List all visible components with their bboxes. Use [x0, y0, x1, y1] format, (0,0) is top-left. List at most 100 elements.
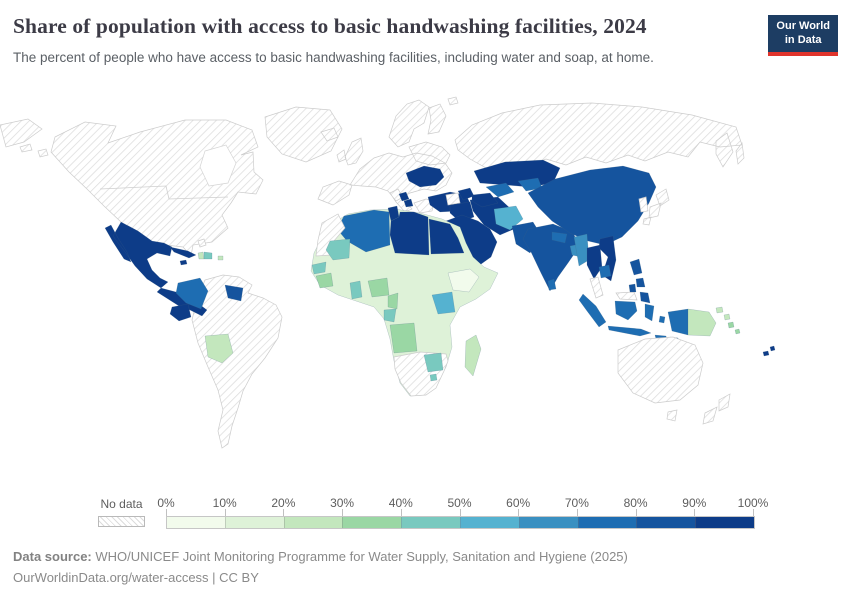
- legend-bucket[interactable]: [636, 517, 696, 528]
- legend-tick-mark: [694, 509, 696, 516]
- country-angola[interactable]: [389, 322, 418, 354]
- legend-bucket[interactable]: [401, 517, 460, 528]
- country-sri-lanka[interactable]: [547, 278, 557, 291]
- country-papua-new-guinea[interactable]: [687, 306, 731, 337]
- legend-tick-label: 80%: [623, 496, 648, 510]
- country-gabon[interactable]: [383, 308, 397, 323]
- country-afghanistan[interactable]: [493, 205, 524, 231]
- world-map[interactable]: [0, 95, 850, 490]
- legend-tick-label: 20%: [271, 496, 296, 510]
- country-indonesia[interactable]: [578, 293, 680, 343]
- country-ghana[interactable]: [349, 280, 363, 300]
- chart-footer: Data source: WHO/UNICEF Joint Monitoring…: [13, 546, 628, 589]
- country-zimbabwe[interactable]: [423, 352, 444, 373]
- data-source-text: WHO/UNICEF Joint Monitoring Programme fo…: [91, 549, 628, 564]
- country-philippines[interactable]: [628, 258, 651, 304]
- country-ukraine[interactable]: [405, 165, 445, 188]
- country-cameroon[interactable]: [387, 292, 399, 310]
- country-thailand[interactable]: [586, 244, 603, 280]
- legend-no-data-label: No data: [100, 497, 143, 511]
- legend-tick-label: 40%: [388, 496, 413, 510]
- owid-logo-line1: Our World: [776, 20, 830, 32]
- country-bahamas[interactable]: [197, 238, 207, 248]
- legend-tick-label: 50%: [447, 496, 472, 510]
- country-guyana-suriname[interactable]: [224, 284, 244, 302]
- legend-tick-mark: [518, 509, 520, 516]
- country-eswatini[interactable]: [429, 373, 438, 382]
- legend-tick-label: 30%: [330, 496, 355, 510]
- legend-bucket[interactable]: [283, 517, 343, 528]
- country-cuba[interactable]: [169, 246, 197, 259]
- country-mexico[interactable]: [104, 221, 173, 289]
- country-malaysia[interactable]: [589, 276, 638, 301]
- legend-bucket[interactable]: [577, 517, 637, 528]
- country-dominican-republic[interactable]: [203, 251, 213, 260]
- legend-bucket[interactable]: [459, 517, 519, 528]
- legend-bucket[interactable]: [342, 517, 402, 528]
- legend-tick-mark: [753, 509, 754, 516]
- legend-tick-label: 10%: [212, 496, 237, 510]
- page-title: Share of population with access to basic…: [13, 14, 647, 38]
- data-source-line: Data source: WHO/UNICEF Joint Monitoring…: [13, 546, 628, 567]
- country-russia[interactable]: [0, 102, 745, 170]
- attribution-line: OurWorldinData.org/water-access | CC BY: [13, 570, 259, 586]
- country-cambodia[interactable]: [598, 264, 612, 279]
- country-papua-indonesia[interactable]: [667, 308, 689, 336]
- country-jamaica[interactable]: [179, 259, 188, 266]
- country-senegal[interactable]: [311, 261, 327, 275]
- legend-tick-label: 0%: [157, 496, 175, 510]
- country-greenland[interactable]: [264, 106, 343, 163]
- country-haiti[interactable]: [197, 251, 205, 260]
- owid-logo-line2: in Data: [784, 33, 822, 46]
- country-vietnam-laos[interactable]: [598, 235, 617, 282]
- country-colombia[interactable]: [175, 277, 209, 310]
- legend-tick-mark: [224, 509, 226, 516]
- legend-tick-label: 100%: [737, 496, 769, 510]
- country-syria[interactable]: [445, 192, 461, 206]
- legend-bucket[interactable]: [518, 517, 578, 528]
- country-bolivia[interactable]: [204, 333, 234, 364]
- owid-logo[interactable]: Our World in Data: [768, 15, 838, 56]
- legend-tick-mark: [459, 509, 461, 516]
- country-guinea[interactable]: [315, 272, 334, 289]
- legend-bucket[interactable]: [695, 517, 754, 528]
- legend-tick-mark: [576, 509, 578, 516]
- country-turkmenistan[interactable]: [471, 192, 499, 208]
- legend-no-data-swatch[interactable]: [98, 516, 145, 527]
- legend-color-bar[interactable]: [166, 516, 755, 529]
- country-nigeria[interactable]: [367, 277, 390, 298]
- legend-tick-labels: 0% 10% 20% 30% 40% 50% 60% 70% 80% 90% 100%: [157, 496, 768, 516]
- country-fiji[interactable]: [762, 345, 776, 357]
- legend-tick-mark: [342, 509, 344, 516]
- country-serbia-bosnia[interactable]: [398, 191, 414, 208]
- country-uzbekistan[interactable]: [485, 182, 515, 198]
- country-north-america[interactable]: [19, 119, 264, 257]
- legend-tick-label: 70%: [564, 496, 589, 510]
- country-puerto-rico[interactable]: [217, 255, 224, 261]
- page-subtitle: The percent of people who have access to…: [13, 49, 654, 65]
- country-kenya[interactable]: [431, 291, 456, 315]
- legend-tick-mark: [283, 509, 285, 516]
- data-source-label: Data source:: [13, 549, 92, 564]
- country-japan[interactable]: [642, 188, 670, 226]
- us-canada-border: [99, 185, 229, 200]
- legend-tick-label: 60%: [506, 496, 531, 510]
- country-new-zealand[interactable]: [702, 393, 731, 425]
- country-africa-sahel-central[interactable]: [310, 208, 499, 397]
- country-libya[interactable]: [389, 211, 430, 256]
- country-nepal[interactable]: [551, 231, 568, 244]
- country-madagascar[interactable]: [464, 334, 482, 377]
- country-mauritania[interactable]: [325, 238, 351, 261]
- country-ethiopia[interactable]: [447, 268, 480, 293]
- legend-tick-mark: [400, 509, 402, 516]
- country-solomon-islands[interactable]: [727, 321, 741, 335]
- country-south-america-other[interactable]: [191, 274, 283, 449]
- hudson-bay: [199, 144, 237, 187]
- country-china-mongolia[interactable]: [527, 165, 657, 246]
- country-australia[interactable]: [617, 336, 704, 422]
- country-egypt[interactable]: [428, 218, 465, 255]
- country-ecuador[interactable]: [169, 303, 192, 322]
- legend-bucket[interactable]: [167, 517, 225, 528]
- legend-bucket[interactable]: [224, 517, 284, 528]
- country-korea[interactable]: [638, 196, 649, 213]
